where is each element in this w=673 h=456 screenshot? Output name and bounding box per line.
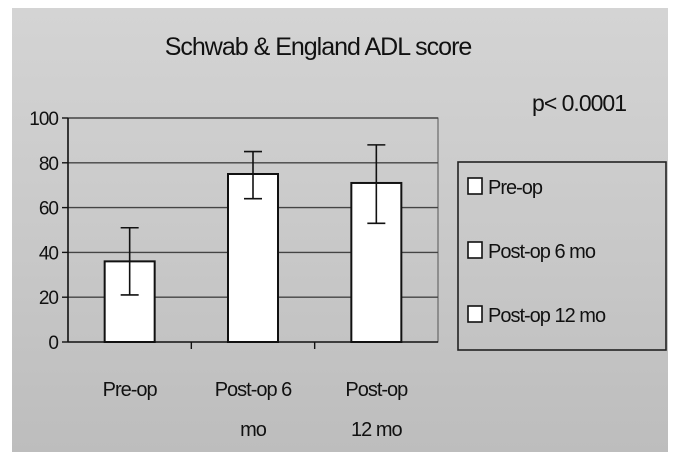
legend: Pre-op Post-op 6 mo Post-op 12 mo: [457, 161, 667, 351]
x-category-label-line: Post-op: [345, 379, 408, 401]
y-tick-label: 20: [39, 288, 59, 309]
bar: [227, 173, 279, 343]
x-category-label-line: 12 mo: [351, 419, 402, 441]
x-category-label: Pre-op: [103, 379, 158, 401]
chart-title: Schwab & England ADL score: [165, 33, 472, 61]
y-tick-label: 40: [39, 243, 59, 264]
y-tick-label: 0: [48, 333, 58, 354]
legend-box: [457, 161, 667, 351]
plot-area: 0 20 40 60 80 100 Pre-op Post-op 6 mo Post-op 12 m…: [29, 109, 439, 441]
y-tick-label: 60: [39, 199, 59, 220]
legend-swatch: [467, 177, 483, 195]
bar: [103, 260, 156, 343]
x-category-label: Post-op 6 mo: [215, 379, 292, 441]
y-tick-label: 80: [39, 154, 59, 175]
legend-label: Post-op 12 mo: [488, 305, 606, 327]
p-value-annotation: p< 0.0001: [532, 90, 626, 116]
x-category-label: Post-op 12 mo: [345, 379, 408, 441]
legend-label: Post-op 6 mo: [488, 241, 596, 263]
x-category-label-line: mo: [240, 419, 267, 441]
x-category-label-line: Post-op 6: [215, 379, 292, 401]
legend-swatch: [467, 241, 483, 259]
legend-swatch: [467, 305, 483, 323]
legend-label: Pre-op: [488, 177, 543, 199]
y-tick-label: 100: [29, 109, 58, 130]
x-category-label-line: Pre-op: [103, 379, 158, 401]
chart-area: [12, 8, 668, 452]
